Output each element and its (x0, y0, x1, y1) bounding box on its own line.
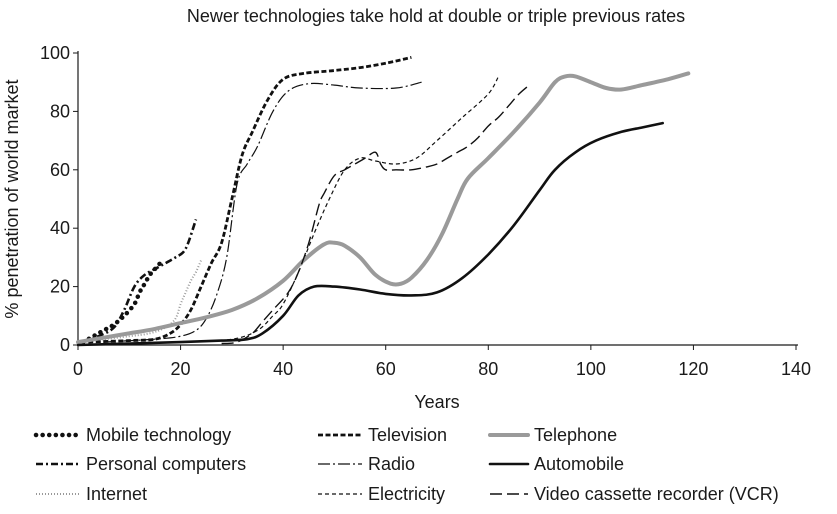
y-tick-label: 20 (50, 277, 70, 297)
series-line-telephone (76, 71, 691, 345)
y-tick-label: 80 (50, 101, 70, 121)
y-tick-label: 0 (60, 335, 70, 355)
series-layer (76, 56, 691, 347)
series-line-electricity (129, 76, 500, 345)
legend-label-television: Television (368, 425, 447, 445)
legend-label-automobile: Automobile (534, 454, 624, 474)
legend-label-telephone: Telephone (534, 425, 617, 445)
series-line-automobile (76, 121, 664, 347)
x-tick-label: 80 (478, 359, 498, 379)
series-line-radio (103, 81, 422, 343)
x-tick-label: 120 (678, 359, 708, 379)
y-tick-label: 100 (40, 43, 70, 63)
legend-label-electricity: Electricity (368, 484, 445, 504)
y-tick-label: 40 (50, 218, 70, 238)
legend-label-internet: Internet (86, 484, 147, 504)
x-tick-label: 40 (273, 359, 293, 379)
x-tick-label: 140 (781, 359, 811, 379)
legend-label-video-cassette-recorder-vcr: Video cassette recorder (VCR) (534, 484, 779, 504)
x-tick-label: 0 (73, 359, 83, 379)
axes: 0 20 40 60 80 100 120 140 0 20 40 60 80 100 (40, 43, 811, 379)
series-line-internet (77, 259, 203, 344)
legend-label-radio: Radio (368, 454, 415, 474)
y-tick-label: 60 (50, 160, 70, 180)
x-tick-label: 100 (576, 359, 606, 379)
legend: Mobile technology Personal computers Inter… (33, 425, 779, 504)
x-axis-label: Years (414, 392, 459, 412)
x-tick-label: 20 (171, 359, 191, 379)
series-line-television (88, 56, 412, 344)
legend-label-mobile-technology: Mobile technology (86, 425, 231, 445)
x-tick-label: 60 (376, 359, 396, 379)
series-line-personal-computers (82, 218, 198, 344)
series-line-video-cassette-recorder-vcr (221, 84, 530, 345)
chart-title: Newer technologies take hold at double o… (187, 6, 685, 26)
y-axis-label: % penetration of world market (2, 79, 22, 318)
series-line-mobile-technology (80, 260, 163, 345)
legend-label-personal-computers: Personal computers (86, 454, 246, 474)
